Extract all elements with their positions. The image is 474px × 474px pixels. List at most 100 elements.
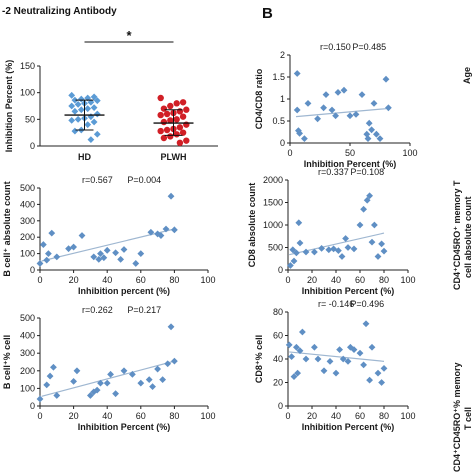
x-tick-label: 100 xyxy=(200,275,215,285)
stat-r: r=0.262 xyxy=(82,305,113,315)
data-point xyxy=(360,205,367,213)
stat-p: P=0.217 xyxy=(127,305,161,315)
data-point xyxy=(295,219,303,227)
x-tick-label: 0 xyxy=(285,411,290,421)
data-point xyxy=(77,95,85,103)
data-point xyxy=(299,328,306,336)
right-edge-label-3: CD4⁺CD45RO⁺% memory xyxy=(452,362,462,472)
trend-line xyxy=(41,228,175,262)
data-point xyxy=(364,135,372,142)
data-point xyxy=(120,367,128,375)
y-tick-label: 100 xyxy=(20,383,35,393)
data-point xyxy=(350,245,358,253)
x-tick-label: 0 xyxy=(37,275,42,285)
data-point xyxy=(176,108,184,115)
x-tick-label: 80 xyxy=(169,411,179,421)
x-axis-title: Inhibition Percent (%) xyxy=(304,159,397,169)
data-point xyxy=(358,91,366,98)
data-point xyxy=(335,247,342,255)
scatter-points xyxy=(36,323,178,403)
data-point xyxy=(314,355,322,363)
data-point xyxy=(93,386,101,394)
x-tick-label: 100 xyxy=(400,411,415,421)
data-point xyxy=(311,248,318,256)
series-plwh xyxy=(153,94,194,146)
data-point xyxy=(332,369,340,377)
y-tick-label: 400 xyxy=(20,199,35,209)
x-tick-label: 20 xyxy=(69,275,79,285)
y-tick-label: 80 xyxy=(273,307,283,317)
data-point xyxy=(46,372,54,380)
data-point xyxy=(336,346,343,353)
data-point xyxy=(167,102,174,110)
chart-b-top: 0 0.5 1 1.5 2 CD4/CD8 ratio 0 50 100 Inhibition P… xyxy=(254,42,418,169)
data-point xyxy=(90,118,98,126)
data-point xyxy=(145,376,153,383)
data-point xyxy=(179,99,187,106)
data-point xyxy=(173,100,180,107)
y-tick-label: 1 xyxy=(280,94,285,104)
y-tick-label: 100 xyxy=(20,249,35,259)
x-category-label: HD xyxy=(78,152,91,162)
x-tick-label: 60 xyxy=(355,275,365,285)
data-point xyxy=(296,347,304,355)
data-point xyxy=(285,341,293,349)
x-tick-label: 0 xyxy=(37,411,42,421)
data-point xyxy=(87,392,94,399)
trend-line xyxy=(289,351,385,362)
y-tick-label: 100 xyxy=(20,88,35,98)
data-point xyxy=(77,106,85,114)
data-point xyxy=(382,75,390,83)
stat-r: r=0.567 xyxy=(82,175,113,185)
data-point xyxy=(373,130,380,138)
data-point xyxy=(48,229,56,237)
panel-letter-b: B xyxy=(262,5,273,22)
stat-p: P=0.485 xyxy=(352,42,386,52)
x-tick-label: 0 xyxy=(287,148,292,158)
data-point xyxy=(87,113,95,121)
data-point xyxy=(334,89,342,96)
data-point xyxy=(173,116,180,123)
scatter-points xyxy=(36,192,178,267)
x-tick-label: 80 xyxy=(379,411,389,421)
data-point xyxy=(326,357,334,365)
data-point xyxy=(157,111,164,119)
data-point xyxy=(90,93,98,101)
right-edge-label-4: T cell xyxy=(463,407,473,430)
data-point xyxy=(50,363,57,371)
data-point xyxy=(171,357,178,365)
data-point xyxy=(103,379,111,387)
x-tick-label: 100 xyxy=(400,275,415,285)
data-point xyxy=(154,365,161,373)
data-point xyxy=(157,94,164,102)
y-tick-label: 0 xyxy=(278,265,283,275)
x-tick-label: 40 xyxy=(102,411,112,421)
data-point xyxy=(43,381,51,389)
stat-p: P=0.004 xyxy=(127,175,161,185)
y-tick-label: 20 xyxy=(273,378,283,388)
data-point xyxy=(304,100,312,107)
data-point xyxy=(36,395,44,403)
data-point xyxy=(68,91,76,99)
data-point xyxy=(163,126,171,134)
y-tick-label: 0 xyxy=(30,141,35,151)
y-tick-label: 2 xyxy=(280,50,285,60)
data-point xyxy=(160,134,168,142)
y-tick-label: 500 xyxy=(268,243,283,253)
data-point xyxy=(65,245,72,253)
data-point xyxy=(163,110,171,118)
data-point xyxy=(325,246,333,254)
scatter-points xyxy=(285,320,388,386)
y-axis-title: CD8 absolute count xyxy=(247,183,257,268)
data-point xyxy=(73,367,81,375)
data-point xyxy=(366,376,373,384)
data-point xyxy=(84,121,92,129)
y-axis-title: B cell⁺ absolute count xyxy=(2,181,12,276)
data-point xyxy=(378,379,385,386)
y-tick-label: 40 xyxy=(273,354,283,364)
data-point xyxy=(179,113,187,120)
data-point xyxy=(93,97,101,105)
data-point xyxy=(160,118,168,126)
y-tick-label: 150 xyxy=(20,61,35,71)
data-point xyxy=(314,115,321,123)
